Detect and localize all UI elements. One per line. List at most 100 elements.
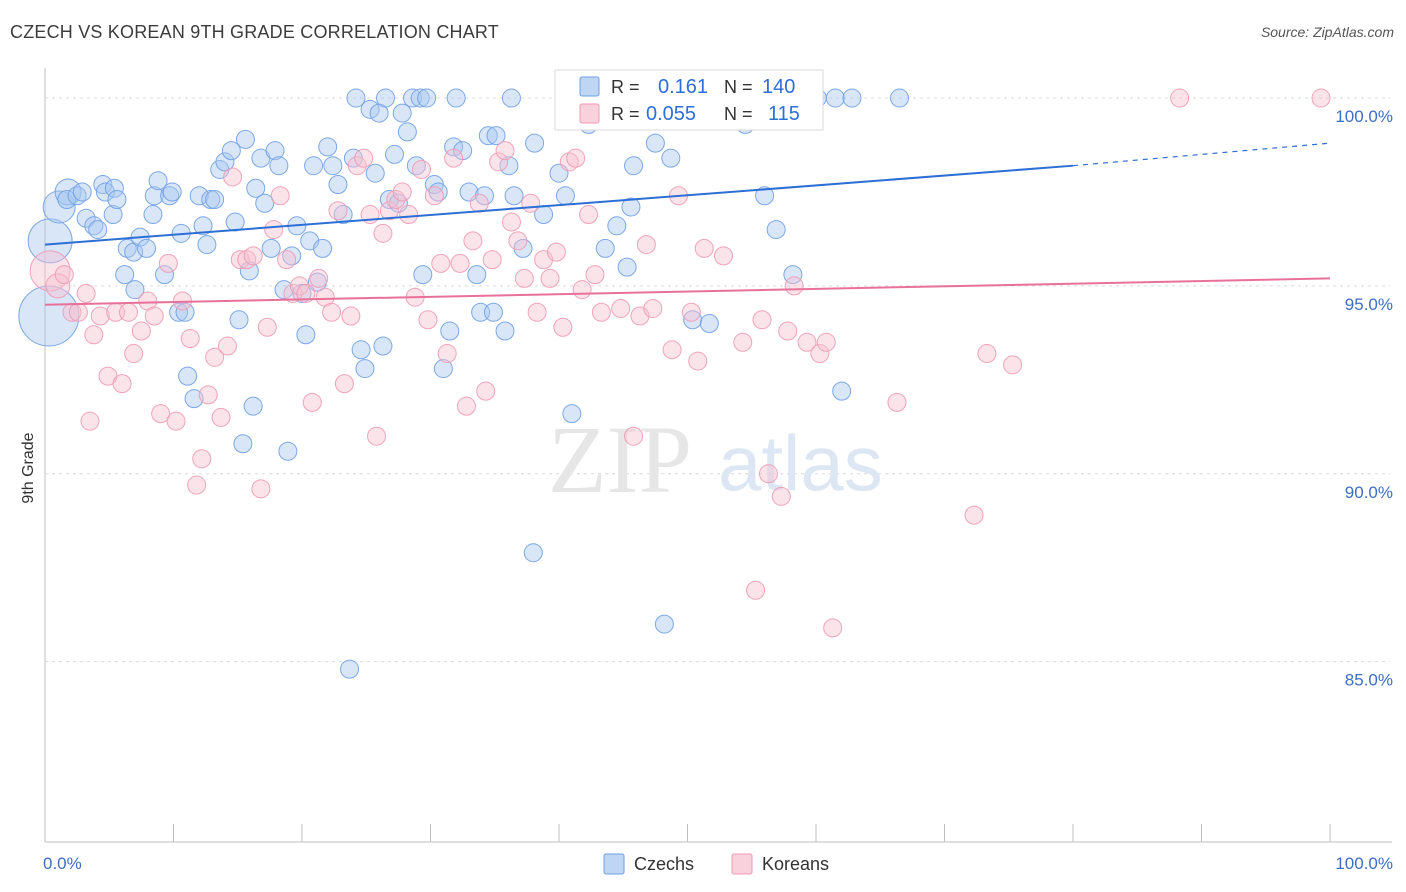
korean-point-34 [264,220,284,240]
czech-point-69 [351,340,371,360]
korean-point-101 [778,321,798,341]
korean-point-78 [546,242,566,262]
czech-point-132 [832,381,852,401]
czech-point-53 [278,441,298,461]
czech-point-23 [148,171,168,191]
czech-point-108 [562,404,582,424]
czech-point-54 [282,246,302,266]
czech-point-61 [313,238,333,258]
czech-point-6 [72,182,92,202]
czech-point-84 [413,265,433,285]
korean-point-27 [217,336,237,356]
korean-point-2 [54,265,74,285]
czech-point-43 [235,129,255,149]
korean-point-87 [624,426,644,446]
korean-point-7 [84,325,104,345]
korean-point-11 [112,374,132,394]
korean-point-74 [521,193,541,213]
czech-point-128 [766,220,786,240]
czech-point-36 [205,190,225,210]
korean-point-5 [76,283,96,303]
korean-point-82 [572,280,592,300]
korean-point-33 [257,317,277,337]
czech-point-134 [890,88,910,108]
stats-r-key-koreans: R = [611,104,640,124]
korean-point-4 [68,302,88,322]
korean-point-75 [527,302,547,322]
czech-point-48 [255,193,275,213]
korean-point-107 [746,580,766,600]
korean-trend-line [44,277,1331,306]
czech-point-41 [229,310,249,330]
korean-point-12 [119,302,139,322]
czech-point-89 [440,321,460,341]
czech-point-116 [624,156,644,176]
legend-label-czechs: Czechs [634,854,694,874]
watermark: ZIP atlas [548,406,883,513]
czech-point-46 [246,178,266,198]
korean-point-29 [230,250,250,270]
czech-point-97 [478,126,498,146]
stats-box-frame [554,69,824,131]
czech-point-40 [225,212,245,232]
korean-point-47 [347,156,367,176]
legend: Czechs Koreans [603,853,829,875]
korean-point-17 [151,404,171,424]
czech-point-79 [392,103,412,123]
czech-point-3 [54,178,82,206]
korean-point-68 [482,250,502,270]
czech-point-119 [654,614,674,634]
axes [44,68,1392,843]
korean-point-84 [585,265,605,285]
czech-point-8 [84,216,104,236]
y-tick-labels: 85.0% 90.0% 95.0% 100.0% [1335,107,1393,690]
korean-point-48 [354,148,374,168]
stats-n-key-koreans: N = [724,104,753,124]
korean-point-79 [553,317,573,337]
czech-point-101 [499,156,519,176]
czech-point-123 [699,313,719,333]
korean-point-53 [386,190,406,210]
korean-point-113 [1311,88,1331,108]
korean-point-21 [180,329,200,349]
korean-point-59 [424,186,444,206]
korean-point-103 [797,332,817,352]
x-tick-label-min: 0.0% [43,854,82,873]
czech-point-63 [323,156,343,176]
stats-r-value-czechs: 0.161 [658,76,708,98]
czech-point-102 [501,88,521,108]
korean-point-16 [144,306,164,326]
korean-point-30 [237,250,257,270]
korean-point-58 [418,310,438,330]
czech-point-111 [595,238,615,258]
stats-swatch-czechs [579,76,600,97]
korean-point-85 [591,302,611,322]
korean-point-100 [771,486,791,506]
czech-point-135 [523,543,543,563]
czech-point-87 [428,182,448,202]
czech-point-82 [406,156,426,176]
czech-point-99 [486,126,506,146]
czech-point-12 [104,178,124,198]
czech-point-75 [376,88,396,108]
watermark-atlas: atlas [718,419,883,507]
czech-point-14 [107,190,127,210]
czech-trend-line [44,164,1074,246]
czech-point-34 [197,235,217,255]
czech-point-107 [555,186,575,206]
legend-swatch-koreans [731,853,753,875]
korean-point-38 [289,276,309,296]
czech-point-32 [189,186,209,206]
korean-point-73 [514,268,534,288]
czech-point-64 [328,174,348,194]
korean-point-1 [45,273,71,299]
legend-swatch-czechs [603,853,625,875]
scatter-points [18,88,1331,679]
korean-point-80 [559,152,579,172]
czech-point-7 [76,208,96,228]
stats-r-key-czechs: R = [611,77,640,97]
korean-point-45 [334,374,354,394]
czech-point-68 [346,88,366,108]
korean-point-8 [90,306,110,326]
stats-n-value-czechs: 140 [762,76,795,98]
